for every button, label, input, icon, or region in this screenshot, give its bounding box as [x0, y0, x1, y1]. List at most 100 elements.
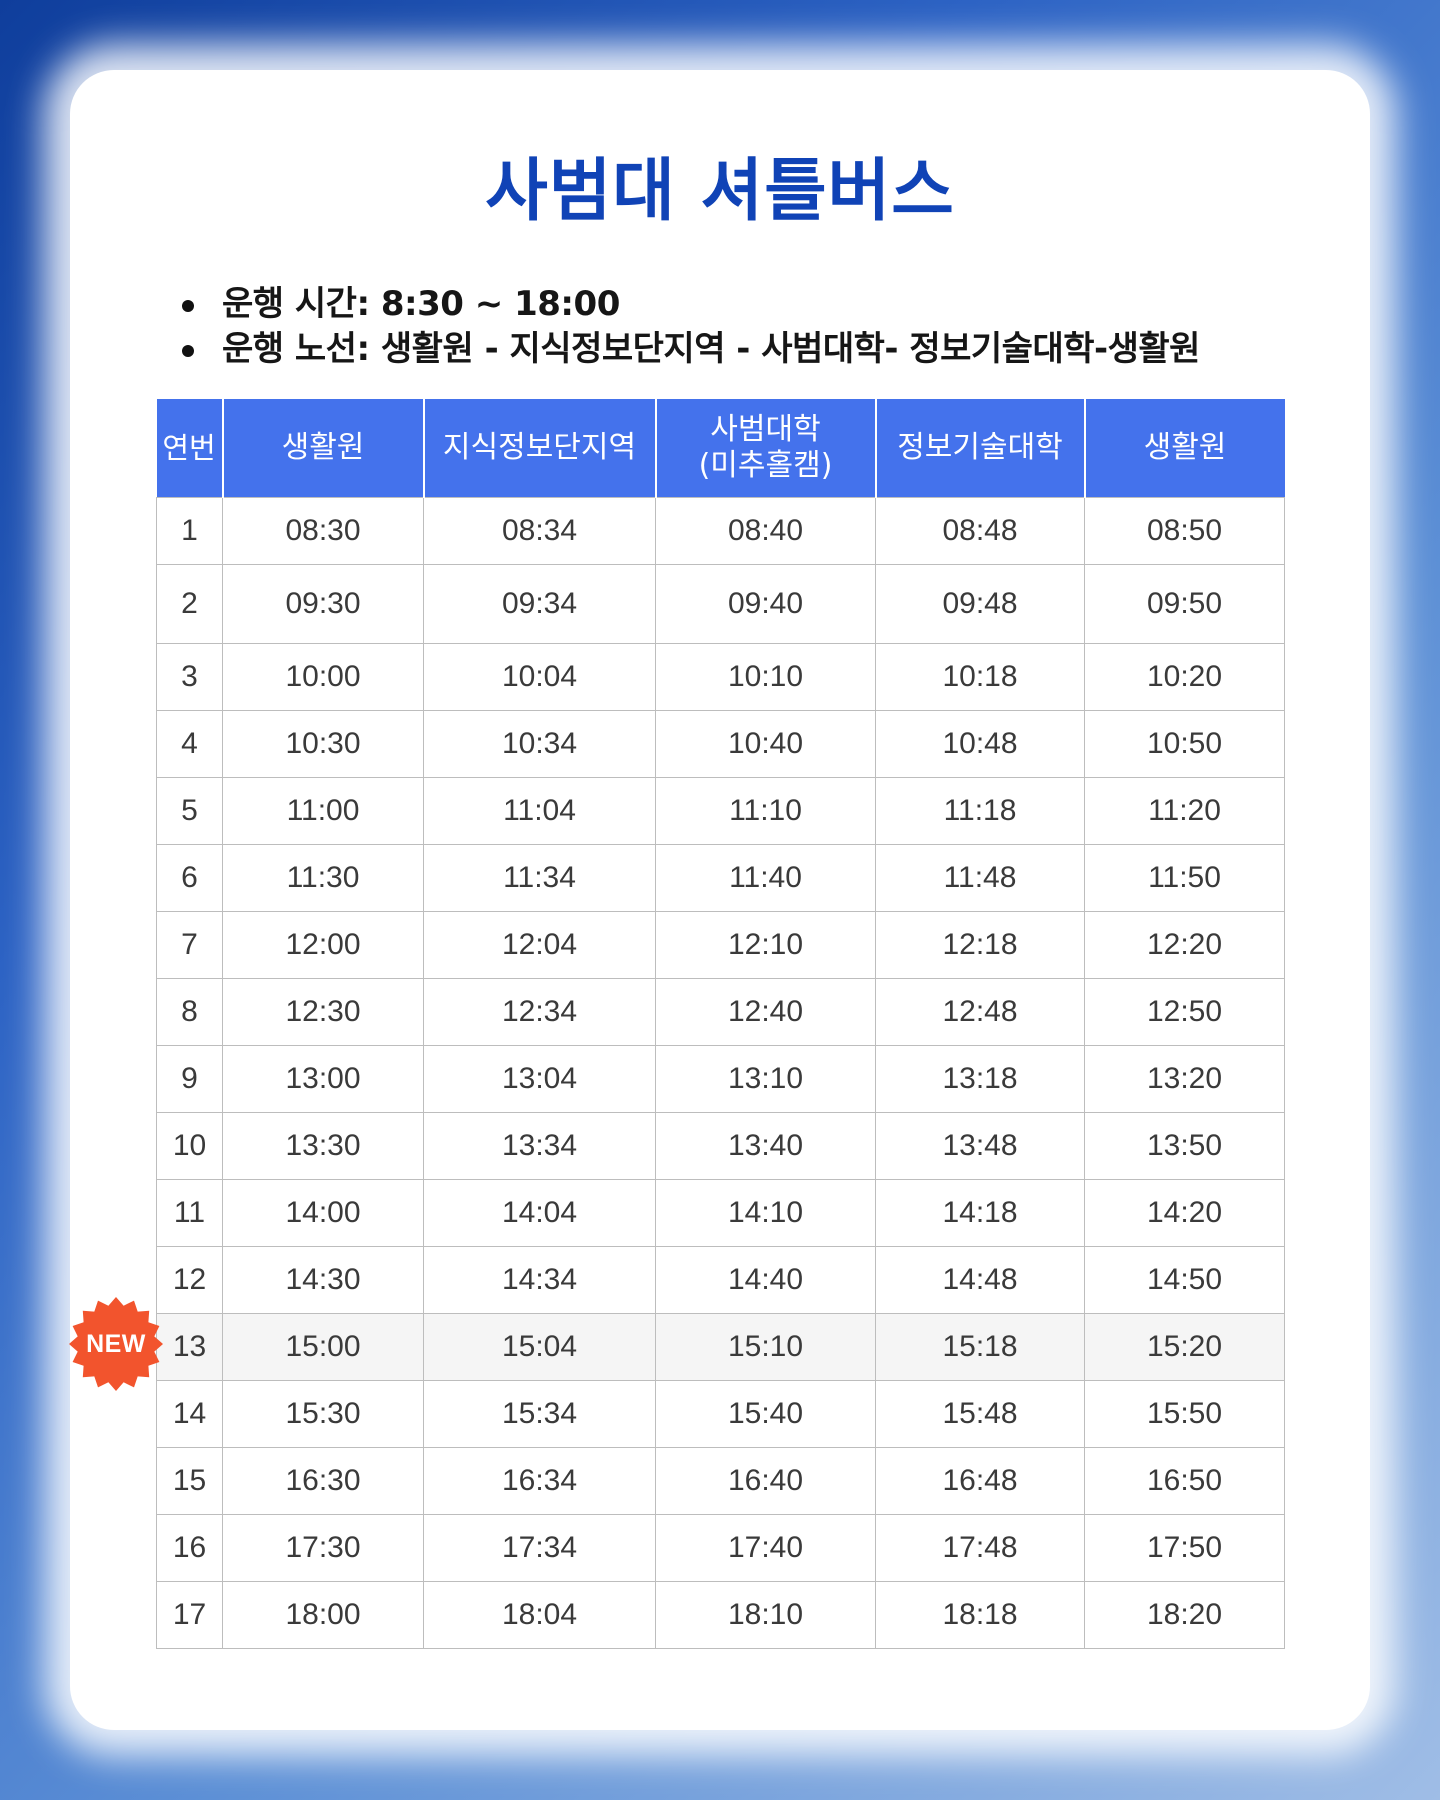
cell-it-college: 11:48	[875, 844, 1085, 912]
cell-education-college: 15:10	[655, 1313, 876, 1381]
cell-it-college: 10:48	[875, 710, 1085, 778]
cell-number: 8	[156, 978, 223, 1046]
cell-dormitory: 18:00	[222, 1581, 424, 1649]
cell-dormitory-return: 18:20	[1084, 1581, 1285, 1649]
header-education-college-sub: (미추홀캠)	[698, 448, 833, 483]
cell-education-college: 14:40	[655, 1246, 876, 1314]
cell-dormitory: 08:30	[222, 497, 424, 565]
cell-knowledge-station: 12:04	[423, 911, 656, 979]
cell-number: 6	[156, 844, 223, 912]
table-row: 8 12:30 12:34 12:40 12:48 12:50	[156, 978, 1285, 1046]
cell-dormitory: 14:00	[222, 1179, 424, 1247]
cell-it-college: 13:18	[875, 1045, 1085, 1113]
cell-knowledge-station: 11:34	[423, 844, 656, 912]
cell-it-college: 13:48	[875, 1112, 1085, 1180]
cell-knowledge-station: 16:34	[423, 1447, 656, 1515]
cell-it-college: 15:48	[875, 1380, 1085, 1448]
cell-education-college: 13:10	[655, 1045, 876, 1113]
starburst-icon	[69, 1297, 163, 1391]
cell-knowledge-station: 10:04	[423, 643, 656, 711]
cell-number: 7	[156, 911, 223, 979]
cell-dormitory: 17:30	[222, 1514, 424, 1582]
cell-dormitory: 11:30	[222, 844, 424, 912]
cell-number: 2	[156, 564, 223, 644]
cell-number: 17	[156, 1581, 223, 1649]
cell-education-college: 08:40	[655, 497, 876, 565]
cell-education-college: 15:40	[655, 1380, 876, 1448]
header-dormitory: 생활원	[221, 399, 424, 498]
cell-knowledge-station: 10:34	[423, 710, 656, 778]
cell-knowledge-station: 13:04	[423, 1045, 656, 1113]
cell-it-college: 16:48	[875, 1447, 1085, 1515]
cell-it-college: 14:48	[875, 1246, 1085, 1314]
table-row: 16 17:30 17:34 17:40 17:48 17:50	[156, 1514, 1285, 1582]
cell-education-college: 11:10	[655, 777, 876, 845]
cell-knowledge-station: 11:04	[423, 777, 656, 845]
cell-dormitory-return: 13:50	[1084, 1112, 1285, 1180]
cell-knowledge-station: 09:34	[423, 564, 656, 644]
table-row: 7 12:00 12:04 12:10 12:18 12:20	[156, 911, 1285, 979]
cell-dormitory: 10:00	[222, 643, 424, 711]
new-badge-label: NEW	[86, 1330, 146, 1358]
cell-number: 15	[156, 1447, 223, 1515]
cell-it-college: 15:18	[875, 1313, 1085, 1381]
cell-dormitory-return: 08:50	[1084, 497, 1285, 565]
table-row: 17 18:00 18:04 18:10 18:18 18:20	[156, 1581, 1285, 1649]
cell-education-college: 12:10	[655, 911, 876, 979]
info-hours: 운행 시간: 8:30 ~ 18:00	[182, 282, 1200, 327]
table-row: 5 11:00 11:04 11:10 11:18 11:20	[156, 777, 1285, 845]
cell-dormitory-return: 13:20	[1084, 1045, 1285, 1113]
cell-number: 14	[156, 1380, 223, 1448]
table-row: 13 15:00 15:04 15:10 15:18 15:20	[156, 1313, 1285, 1381]
cell-it-college: 12:18	[875, 911, 1085, 979]
cell-number: 4	[156, 710, 223, 778]
cell-education-college: 10:40	[655, 710, 876, 778]
header-education-college-label: 사범대학	[710, 412, 821, 447]
cell-education-college: 13:40	[655, 1112, 876, 1180]
cell-it-college: 09:48	[875, 564, 1085, 644]
cell-number: 5	[156, 777, 223, 845]
cell-dormitory: 12:00	[222, 911, 424, 979]
new-badge: NEW	[68, 1296, 164, 1392]
cell-dormitory: 11:00	[222, 777, 424, 845]
info-route: 운행 노선: 생활원 - 지식정보단지역 - 사범대학- 정보기술대학-생활원	[182, 327, 1200, 372]
header-it-college: 정보기술대학	[874, 399, 1085, 498]
cell-education-college: 09:40	[655, 564, 876, 644]
info-list: 운행 시간: 8:30 ~ 18:00 운행 노선: 생활원 - 지식정보단지역…	[182, 282, 1200, 372]
table-row: 4 10:30 10:34 10:40 10:48 10:50	[156, 710, 1285, 778]
cell-number: 10	[156, 1112, 223, 1180]
cell-knowledge-station: 14:04	[423, 1179, 656, 1247]
cell-it-college: 08:48	[875, 497, 1085, 565]
cell-education-college: 18:10	[655, 1581, 876, 1649]
table-row: 3 10:00 10:04 10:10 10:18 10:20	[156, 643, 1285, 711]
cell-knowledge-station: 12:34	[423, 978, 656, 1046]
cell-it-college: 12:48	[875, 978, 1085, 1046]
header-number: 연번	[156, 399, 223, 498]
cell-dormitory-return: 10:50	[1084, 710, 1285, 778]
cell-knowledge-station: 17:34	[423, 1514, 656, 1582]
table-row: 11 14:00 14:04 14:10 14:18 14:20	[156, 1179, 1285, 1247]
cell-it-college: 17:48	[875, 1514, 1085, 1582]
table-row: 12 14:30 14:34 14:40 14:48 14:50	[156, 1246, 1285, 1314]
table-row: 6 11:30 11:34 11:40 11:48 11:50	[156, 844, 1285, 912]
header-education-college: 사범대학 (미추홀캠)	[654, 399, 876, 498]
table-header-row: 연번 생활원 지식정보단지역 사범대학 (미추홀캠) 정보기술대학 생활원	[156, 399, 1285, 498]
cell-education-college: 16:40	[655, 1447, 876, 1515]
cell-education-college: 10:10	[655, 643, 876, 711]
cell-dormitory-return: 11:50	[1084, 844, 1285, 912]
cell-knowledge-station: 15:04	[423, 1313, 656, 1381]
header-knowledge-station: 지식정보단지역	[422, 399, 656, 498]
cell-dormitory: 13:00	[222, 1045, 424, 1113]
cell-number: 13	[156, 1313, 223, 1381]
cell-dormitory: 09:30	[222, 564, 424, 644]
table-row: 15 16:30 16:34 16:40 16:48 16:50	[156, 1447, 1285, 1515]
cell-number: 9	[156, 1045, 223, 1113]
header-dormitory-return: 생활원	[1083, 399, 1285, 498]
cell-number: 16	[156, 1514, 223, 1582]
cell-knowledge-station: 13:34	[423, 1112, 656, 1180]
table-row: 10 13:30 13:34 13:40 13:48 13:50	[156, 1112, 1285, 1180]
cell-dormitory: 15:00	[222, 1313, 424, 1381]
cell-dormitory-return: 14:20	[1084, 1179, 1285, 1247]
cell-dormitory-return: 16:50	[1084, 1447, 1285, 1515]
cell-education-college: 12:40	[655, 978, 876, 1046]
